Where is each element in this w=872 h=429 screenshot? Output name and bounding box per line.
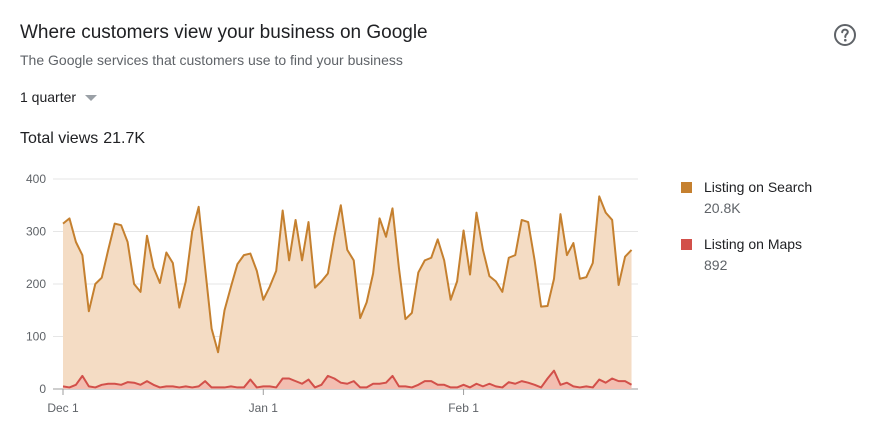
legend-label-maps: Listing on Maps xyxy=(704,236,803,252)
y-tick-label: 300 xyxy=(26,225,46,239)
legend-label-search: Listing on Search xyxy=(704,179,813,195)
help-icon[interactable] xyxy=(833,23,857,47)
card-title: Where customers view your business on Go… xyxy=(20,22,428,43)
chart-axes: 0 100 200 300 400 Dec 1 Jan 1 Feb 1 xyxy=(26,172,479,415)
x-tick-label: Feb 1 xyxy=(448,401,479,415)
maps-line xyxy=(62,369,633,389)
legend-swatch-maps xyxy=(681,239,692,250)
y-tick-label: 0 xyxy=(39,382,46,396)
legend-total-search: 20.8K xyxy=(704,200,741,216)
dropdown-caret-icon xyxy=(85,94,98,101)
y-tick-label: 200 xyxy=(26,277,46,291)
total-views: Total views 21.7K xyxy=(20,130,145,148)
views-chart: 0 100 200 300 400 Dec 1 Jan 1 Feb 1 xyxy=(26,172,638,415)
y-tick-label: 400 xyxy=(26,172,46,186)
legend-swatch-search xyxy=(681,182,692,193)
x-tick-label: Jan 1 xyxy=(249,401,279,415)
legend-item-maps[interactable]: Listing on Maps 892 xyxy=(681,236,812,274)
x-tick-label: Dec 1 xyxy=(47,401,79,415)
period-dropdown[interactable]: 1 quarter xyxy=(20,89,98,105)
chart-legend: Listing on Search 20.8K Listing on Maps … xyxy=(681,179,812,293)
chart-series xyxy=(62,195,633,389)
card-subtitle: The Google services that customers use t… xyxy=(20,52,403,68)
legend-total-maps: 892 xyxy=(704,257,728,273)
total-views-label: Total views xyxy=(20,130,99,147)
search-line xyxy=(62,195,633,354)
legend-item-search[interactable]: Listing on Search 20.8K xyxy=(681,179,812,217)
period-label: 1 quarter xyxy=(20,89,77,105)
search-area xyxy=(63,196,632,389)
y-tick-label: 100 xyxy=(26,330,46,344)
total-views-value: 21.7K xyxy=(103,130,146,147)
